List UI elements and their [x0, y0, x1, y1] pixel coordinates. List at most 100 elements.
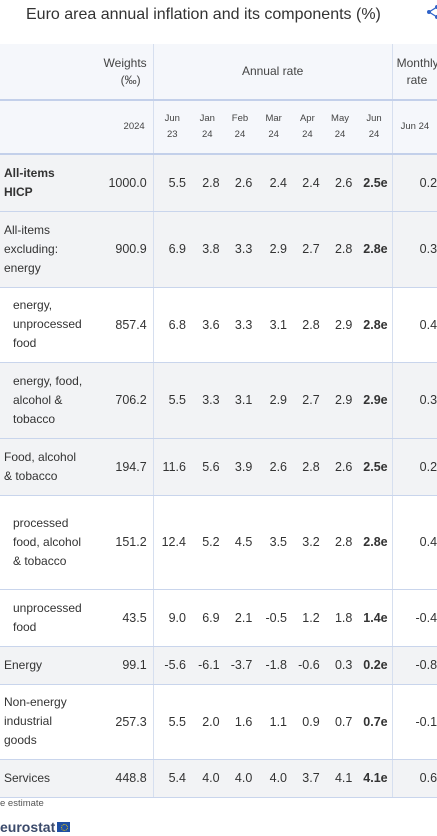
monthly-rate-cell: 0.4e	[391, 287, 437, 363]
annual-rate-cell: -3.7	[223, 646, 257, 685]
annual-rate-cell: 2.7	[291, 362, 324, 439]
inflation-table-container[interactable]: Weights (‰) Annual rate Monthly rate 202…	[0, 44, 437, 798]
monthly-rate-cell: 0.3e	[391, 211, 437, 288]
annual-rate-cell: 2.1	[223, 589, 257, 647]
period-year: 23	[167, 129, 178, 140]
period-month: May	[331, 113, 349, 124]
annual-rate-cell: 2.6	[256, 438, 292, 496]
period-header: Jun 24	[356, 100, 393, 155]
monthly-period-header: Jun 24	[391, 100, 437, 155]
annual-rate-cell: 2.9e	[356, 362, 393, 439]
annual-rate-cell: 2.9	[323, 362, 357, 439]
annual-rate-cell: 6.8	[152, 287, 191, 363]
table-row: Energy 99.1 -5.6 -6.1 -3.7 -1.8 -0.6 0.3 0.2e -0.…	[0, 646, 437, 685]
annual-rate-cell: 2.8	[291, 438, 324, 496]
annual-rate-cell: 2.5e	[356, 438, 393, 496]
table-row: energy, unprocessed food 857.4 6.8 3.6 3.3 3.…	[0, 287, 437, 363]
share-icon[interactable]	[426, 4, 437, 20]
annual-rate-cell: 0.7	[323, 684, 357, 760]
annual-rate-cell: 6.9	[152, 211, 191, 288]
annual-rate-cell: 3.6	[190, 287, 224, 363]
row-label: Non-energy industrial goods	[0, 684, 90, 760]
monthly-rate-cell: -0.4e	[391, 589, 437, 647]
annual-rate-cell: -6.1	[190, 646, 224, 685]
period-header: Feb 24	[223, 100, 257, 155]
period-header: Mar 24	[256, 100, 292, 155]
annual-rate-cell: 4.1	[323, 759, 357, 798]
annual-rate-cell: 3.1	[256, 287, 292, 363]
row-weight: 99.1	[89, 646, 154, 685]
row-weight: 257.3	[89, 684, 154, 760]
table-row: Food, alcohol & tobacco 194.7 11.6 5.6 3.9 2.…	[0, 438, 437, 496]
eu-flag-icon	[57, 822, 71, 832]
annual-rate-cell: 4.0	[223, 759, 257, 798]
row-label: All-items excluding: energy	[0, 211, 90, 288]
footnote: e estimate	[0, 798, 44, 809]
annual-rate-cell: 3.3	[223, 287, 257, 363]
annual-rate-cell: 2.8e	[356, 211, 393, 288]
table-row: energy, food, alcohol & tobacco 706.2 5.5 3…	[0, 362, 437, 439]
period-month: Jun	[366, 113, 382, 124]
annual-rate-cell: 4.0	[190, 759, 224, 798]
annual-rate-cell: 2.9	[323, 287, 357, 363]
header-label-corner	[0, 44, 90, 101]
annual-rate-cell: 2.8e	[356, 287, 393, 363]
annual-rate-cell: 2.7	[291, 211, 324, 288]
monthly-rate-cell: 0.2e	[391, 154, 437, 212]
annual-rate-cell: 2.0	[190, 684, 224, 760]
row-weight: 194.7	[89, 438, 154, 496]
inflation-table: Weights (‰) Annual rate Monthly rate 202…	[0, 44, 437, 798]
annual-rate-label: Annual rate	[241, 64, 304, 78]
table-row: Non-energy industrial goods 257.3 5.5 2.0 1.…	[0, 684, 437, 760]
annual-rate-cell: 5.5	[152, 684, 191, 760]
annual-rate-cell: 1.2	[291, 589, 324, 647]
row-label: processed food, alcohol & tobacco	[0, 495, 90, 590]
annual-rate-cell: 3.2	[291, 495, 324, 590]
row-weight: 706.2	[89, 362, 154, 439]
annual-rate-cell: 2.8	[323, 211, 357, 288]
period-header: May 24	[323, 100, 357, 155]
annual-rate-cell: 4.0	[256, 759, 292, 798]
annual-rate-cell: 6.9	[190, 589, 224, 647]
period-month: Feb	[231, 113, 249, 124]
period-header: Apr 24	[291, 100, 324, 155]
annual-rate-cell: 2.4	[256, 154, 292, 212]
period-year: 24	[334, 129, 346, 140]
row-weight: 1000.0	[89, 154, 154, 212]
period-month: Jun	[164, 113, 180, 124]
row-label: Food, alcohol & tobacco	[0, 438, 90, 496]
monthly-header-line1: Monthly	[396, 55, 437, 70]
row-label: energy, food, alcohol & tobacco	[0, 362, 90, 439]
subheader-label-corner	[0, 100, 90, 155]
weights-header-line2: (‰)	[120, 72, 141, 87]
annual-rate-cell: 2.9	[256, 211, 292, 288]
row-label: energy, unprocessed food	[0, 287, 90, 363]
annual-rate-cell: 2.6	[223, 154, 257, 212]
monthly-header-line2: rate	[406, 72, 428, 87]
monthly-rate-cell: 0.4e	[391, 495, 437, 590]
row-weight: 857.4	[89, 287, 154, 363]
row-label: Energy	[0, 646, 90, 685]
monthly-rate-cell: -0.1e	[391, 684, 437, 760]
annual-rate-cell: 2.9	[256, 362, 292, 439]
annual-rate-cell: 1.6	[223, 684, 257, 760]
annual-rate-cell: -1.8	[256, 646, 292, 685]
annual-rate-cell: 5.4	[152, 759, 191, 798]
period-year: 24	[202, 129, 213, 140]
monthly-rate-header: Monthly rate	[391, 44, 437, 101]
period-month: Jan	[199, 113, 215, 124]
annual-rate-cell: 2.5e	[356, 154, 393, 212]
annual-rate-cell: 5.5	[152, 362, 191, 439]
period-header: Jan 24	[190, 100, 224, 155]
annual-rate-cell: 3.5	[256, 495, 292, 590]
annual-rate-cell: 9.0	[152, 589, 191, 647]
table-row: All-items excluding: energy 900.9 6.9 3.8 3.…	[0, 211, 437, 288]
table-row: All-items HICP 1000.0 5.5 2.8 2.6 2.4 2.4 2.6 2.…	[0, 154, 437, 212]
weights-header: Weights (‰)	[89, 44, 154, 101]
annual-rate-cell: 3.9	[223, 438, 257, 496]
monthly-rate-cell: 0.2e	[391, 438, 437, 496]
annual-rate-cell: 2.8	[291, 287, 324, 363]
row-label: Services	[0, 759, 90, 798]
annual-rate-header: Annual rate	[152, 44, 393, 101]
